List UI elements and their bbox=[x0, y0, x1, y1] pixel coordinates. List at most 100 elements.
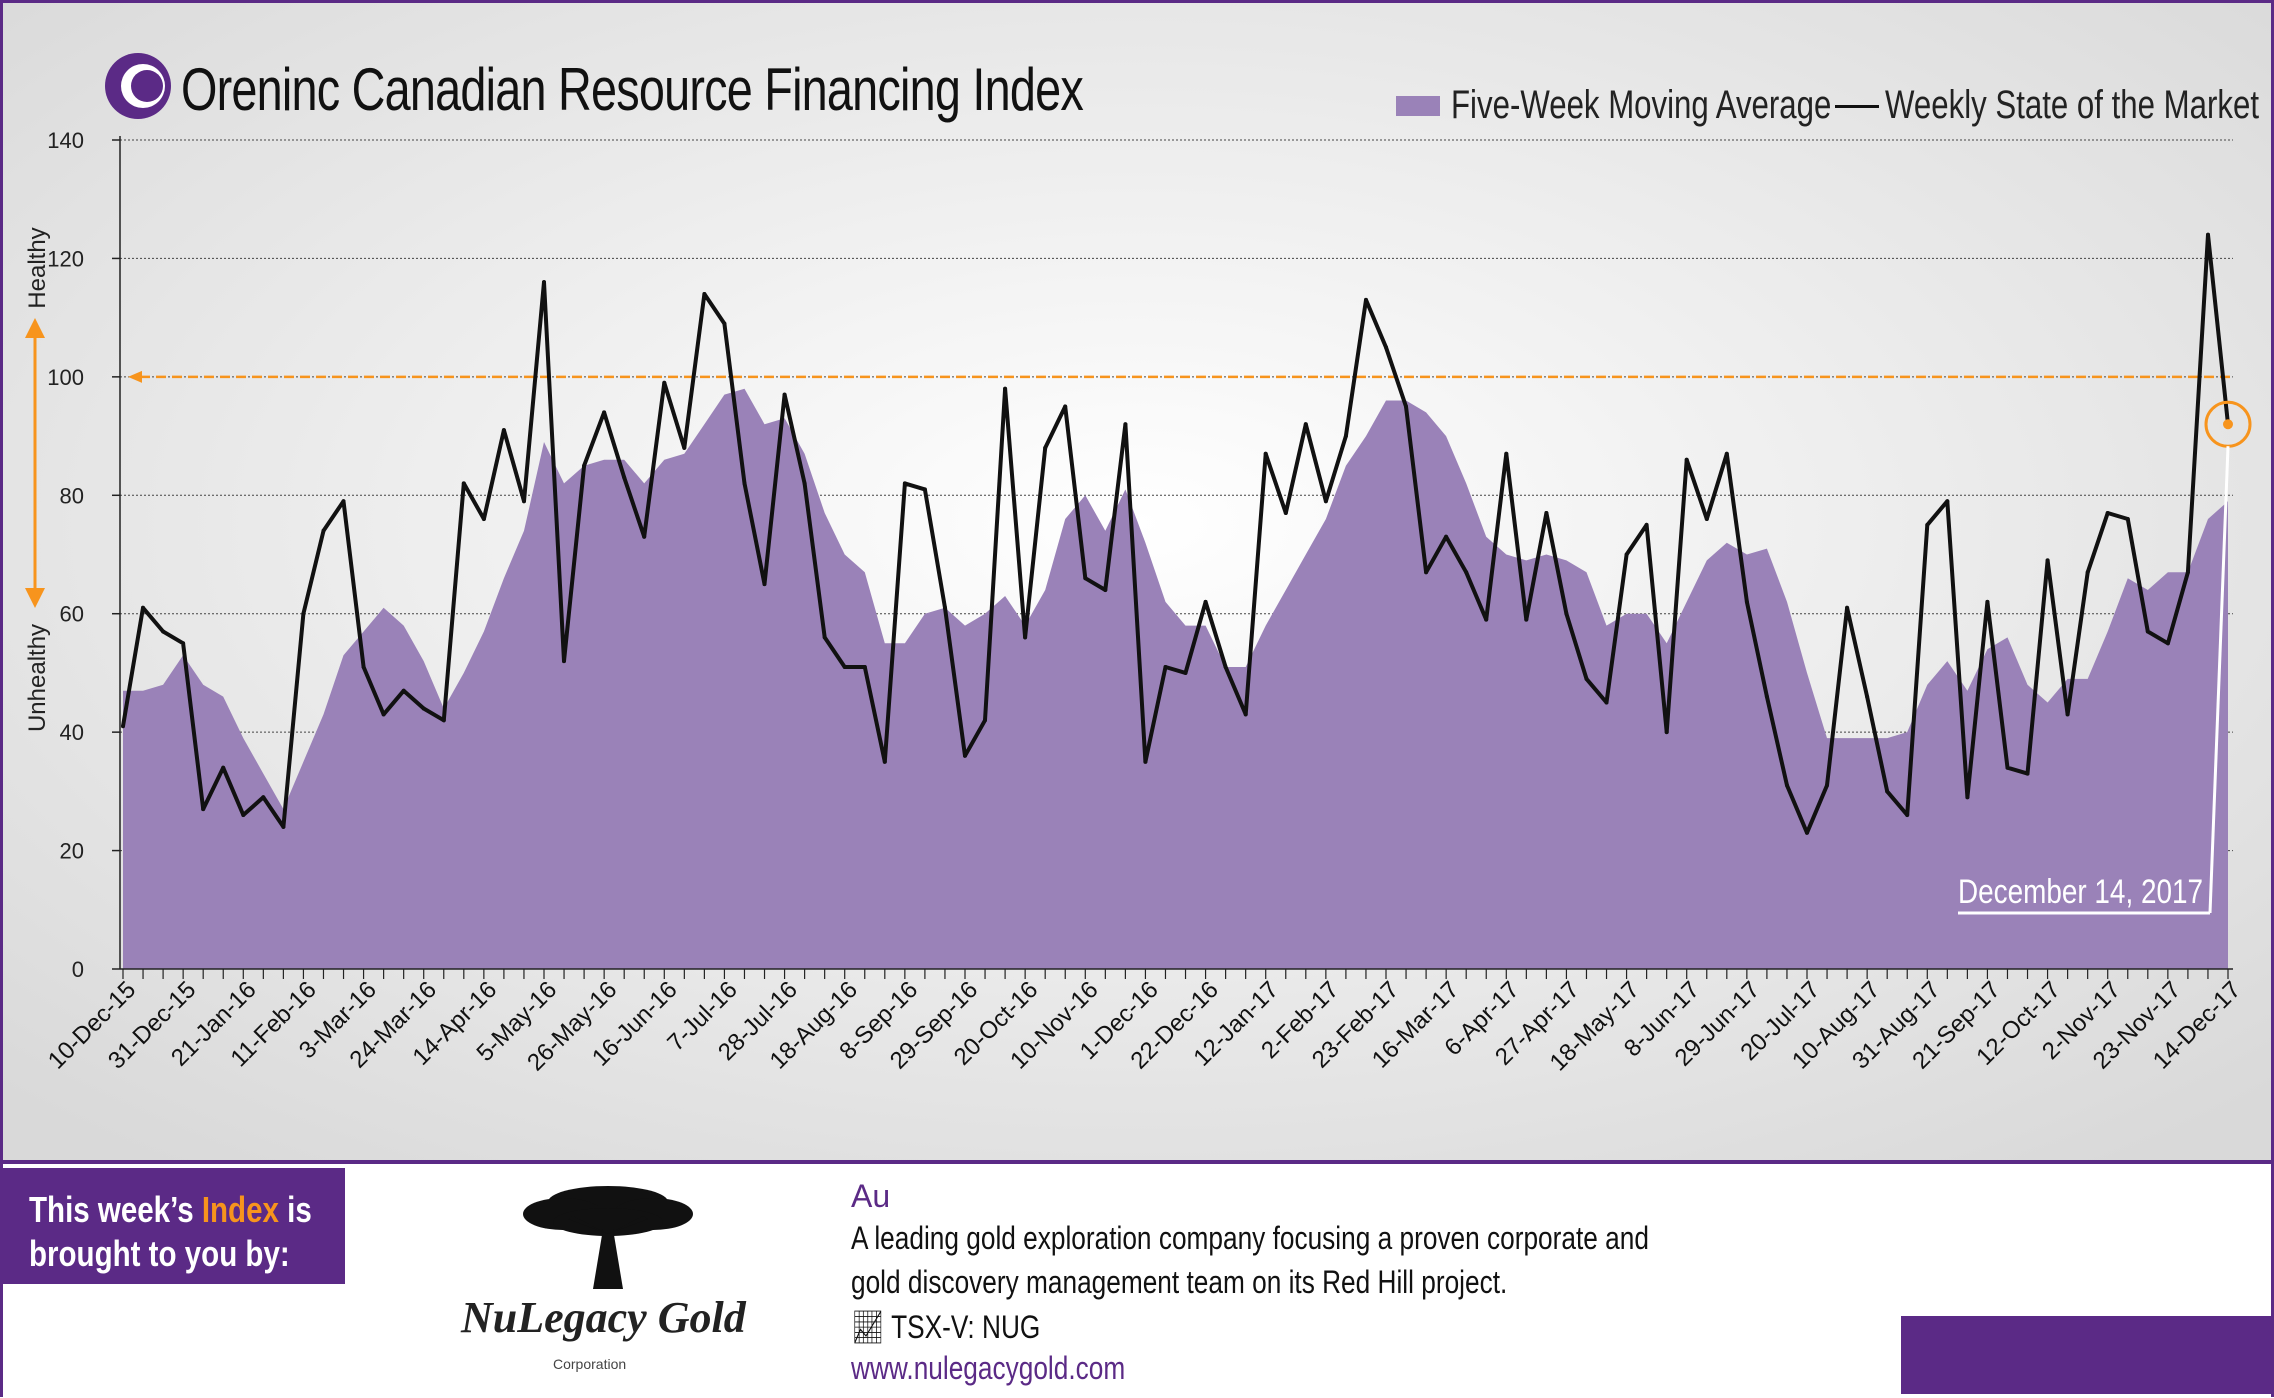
weekly-point bbox=[1364, 297, 1368, 302]
sponsor-company-sub: Corporation bbox=[553, 1356, 627, 1372]
weekly-point bbox=[1043, 445, 1048, 450]
sponsor-footer: This week’s Index is brought to you by: … bbox=[3, 1160, 2271, 1398]
weekly-point bbox=[682, 445, 687, 450]
weekly-point bbox=[1464, 570, 1469, 575]
y-tick-label: 0 bbox=[72, 957, 84, 982]
arrow-down-icon bbox=[25, 588, 45, 608]
weekly-point bbox=[602, 410, 607, 415]
y-tick-label: 120 bbox=[47, 246, 84, 271]
sponsor-heading: This week’s Index is brought to you by: bbox=[29, 1188, 312, 1276]
weekly-point bbox=[1564, 611, 1569, 616]
legend-weekly-label: Weekly State of the Market bbox=[1885, 83, 2259, 127]
weekly-point bbox=[2105, 511, 2110, 515]
callout-dot bbox=[2223, 419, 2233, 430]
weekly-point bbox=[862, 665, 867, 669]
weekly-point bbox=[261, 795, 266, 800]
weekly-point bbox=[1023, 635, 1028, 640]
weekly-point bbox=[1524, 617, 1529, 622]
weekly-point bbox=[762, 582, 767, 587]
weekly-point bbox=[1123, 422, 1128, 427]
weekly-point bbox=[1003, 386, 1008, 391]
sponsor-heading-box: This week’s Index is brought to you by: bbox=[3, 1168, 345, 1284]
threshold-arrow-icon bbox=[128, 370, 142, 383]
weekly-point bbox=[1644, 522, 1649, 527]
weekly-point bbox=[742, 481, 747, 486]
weekly-point bbox=[1865, 694, 1870, 699]
legend-moving-average-label: Five-Week Moving Average bbox=[1451, 83, 1832, 127]
weekly-point bbox=[1885, 789, 1890, 794]
healthy-label: Healthy bbox=[24, 227, 51, 308]
weekly-point bbox=[1584, 676, 1589, 681]
oreninc-logo-icon bbox=[105, 53, 171, 119]
sponsor-description-line2: gold discovery management team on its Re… bbox=[851, 1264, 1508, 1300]
weekly-point bbox=[1143, 759, 1148, 764]
weekly-point bbox=[2185, 570, 2190, 575]
weekly-point bbox=[522, 499, 526, 504]
weekly-point bbox=[161, 629, 166, 634]
weekly-point bbox=[882, 759, 887, 764]
chart-panel: 0 20 40 60 80 100 120 140 Healthy Unhealthy 10-De… bbox=[3, 3, 2271, 1160]
y-tick-label: 60 bbox=[60, 602, 84, 627]
weekly-point bbox=[1303, 422, 1308, 427]
weekly-point bbox=[501, 428, 506, 433]
weekly-point bbox=[1343, 434, 1348, 439]
weekly-line bbox=[121, 232, 2230, 835]
weekly-point bbox=[702, 292, 707, 296]
weekly-point bbox=[281, 824, 286, 829]
weekly-point bbox=[201, 807, 206, 812]
legend-weekly-swatch bbox=[1835, 105, 1879, 108]
weekly-point bbox=[1203, 599, 1208, 604]
weekly-point bbox=[1905, 813, 1910, 817]
weekly-point bbox=[1544, 511, 1549, 515]
weekly-point bbox=[542, 280, 546, 285]
weekly-point bbox=[321, 528, 326, 533]
sponsor-heading-highlight: Index bbox=[201, 1189, 279, 1230]
weekly-point bbox=[562, 659, 566, 664]
weekly-point bbox=[1764, 694, 1769, 699]
weekly-point bbox=[963, 753, 967, 758]
weekly-point bbox=[1063, 404, 1068, 409]
weekly-point bbox=[1223, 665, 1228, 669]
weekly-point bbox=[381, 712, 386, 717]
weekly-point bbox=[361, 665, 366, 669]
sponsor-heading-line2: brought to you by: bbox=[29, 1233, 290, 1274]
weekly-point bbox=[1945, 499, 1950, 504]
weekly-point bbox=[782, 392, 787, 397]
weekly-point bbox=[642, 534, 647, 539]
weekly-point bbox=[1504, 451, 1509, 456]
weekly-point bbox=[1263, 451, 1268, 456]
y-tick-label: 40 bbox=[60, 720, 84, 745]
weekly-point bbox=[1624, 552, 1629, 557]
weekly-point bbox=[582, 463, 587, 468]
title-text: Canadian Resource Financing Index bbox=[351, 56, 1084, 123]
weekly-point bbox=[1283, 511, 1288, 515]
weekly-point bbox=[181, 641, 186, 646]
weekly-point bbox=[481, 517, 486, 521]
weekly-point bbox=[401, 688, 406, 693]
weekly-point bbox=[983, 718, 987, 723]
weekly-point bbox=[1163, 665, 1168, 669]
y-tick-label: 20 bbox=[60, 839, 84, 864]
weekly-point bbox=[1323, 499, 1328, 504]
weekly-point bbox=[1444, 534, 1449, 539]
weekly-point bbox=[1965, 795, 1970, 800]
weekly-point bbox=[1845, 605, 1850, 610]
weekly-point bbox=[1604, 700, 1609, 705]
weekly-point bbox=[1925, 522, 1930, 527]
weekly-point bbox=[221, 765, 226, 770]
weekly-point bbox=[2005, 765, 2010, 770]
brand-name: Oreninc bbox=[181, 56, 340, 123]
weekly-point bbox=[1744, 599, 1749, 604]
weekly-point bbox=[2065, 712, 2070, 717]
weekly-point bbox=[1484, 617, 1489, 622]
weekly-point bbox=[441, 718, 446, 723]
weekly-point bbox=[1103, 588, 1108, 592]
corner-decoration bbox=[1901, 1316, 2271, 1394]
weekly-point bbox=[1664, 730, 1669, 735]
weekly-point bbox=[943, 605, 947, 610]
weekly-point bbox=[421, 706, 426, 711]
weekly-point bbox=[2206, 232, 2210, 237]
sponsor-website-link[interactable]: www.nulegacygold.com bbox=[851, 1350, 1126, 1386]
weekly-point bbox=[121, 724, 125, 729]
weekly-point bbox=[922, 487, 927, 492]
